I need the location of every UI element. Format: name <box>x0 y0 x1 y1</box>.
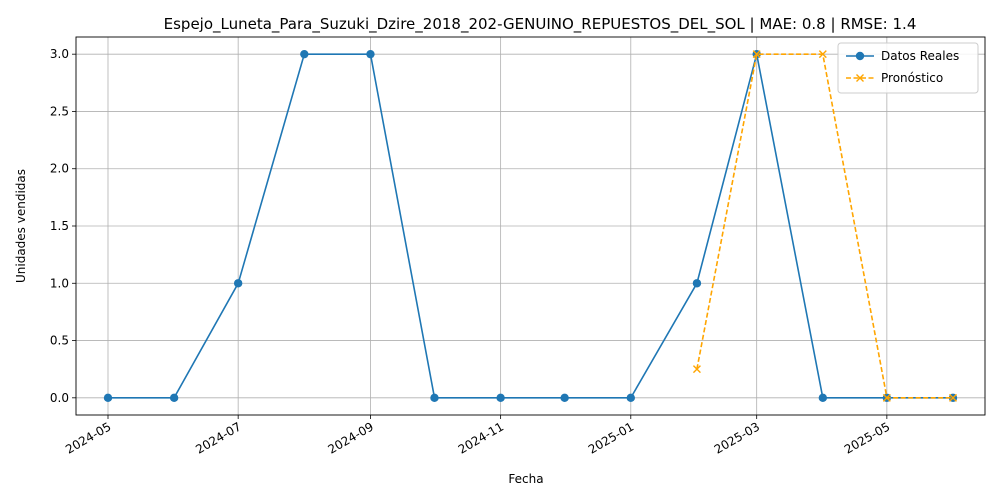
y-tick-label: 1.5 <box>50 219 69 233</box>
data-point-datos-reales <box>496 393 505 403</box>
data-point-datos-reales <box>366 49 375 59</box>
data-point-datos-reales <box>560 393 569 403</box>
grid-lines <box>76 37 985 415</box>
y-tick-label: 2.0 <box>50 162 69 176</box>
y-tick-label: 0.5 <box>50 334 69 348</box>
data-point-datos-reales <box>169 393 179 403</box>
y-tick-label: 2.5 <box>50 104 69 118</box>
data-point-pronostico <box>692 365 701 374</box>
data-point-datos-reales <box>692 279 702 288</box>
data-point-datos-reales <box>300 49 309 59</box>
data-point-datos-reales <box>103 393 113 403</box>
y-axis-title: Unidades vendidas <box>14 169 28 283</box>
legend: Datos Reales Pronóstico <box>837 42 979 94</box>
y-tick-label: 3.0 <box>50 47 69 61</box>
y-tick-label: 0.0 <box>50 391 69 405</box>
data-point-datos-reales <box>818 393 828 403</box>
x-axis-title: Fecha <box>508 472 543 486</box>
data-point-datos-reales <box>233 279 243 288</box>
data-point-pronostico <box>818 50 827 59</box>
data-point-pronostico <box>752 50 761 59</box>
legend-label-pronostico: Pronóstico <box>881 71 943 85</box>
series-line-datos-reales <box>108 53 953 399</box>
legend-marker-pronostico <box>856 74 864 82</box>
legend-marker-datos-reales <box>855 51 865 61</box>
data-point-pronostico <box>949 393 957 402</box>
series-layer <box>103 49 958 403</box>
legend-label-datos-reales: Datos Reales <box>881 49 959 63</box>
chart-title: Espejo_Luneta_Para_Suzuki_Dzire_2018_202… <box>164 15 917 34</box>
data-point-pronostico <box>882 393 891 402</box>
data-point-datos-reales <box>626 393 635 403</box>
data-point-datos-reales <box>430 393 439 403</box>
y-tick-label: 1.0 <box>50 276 69 290</box>
